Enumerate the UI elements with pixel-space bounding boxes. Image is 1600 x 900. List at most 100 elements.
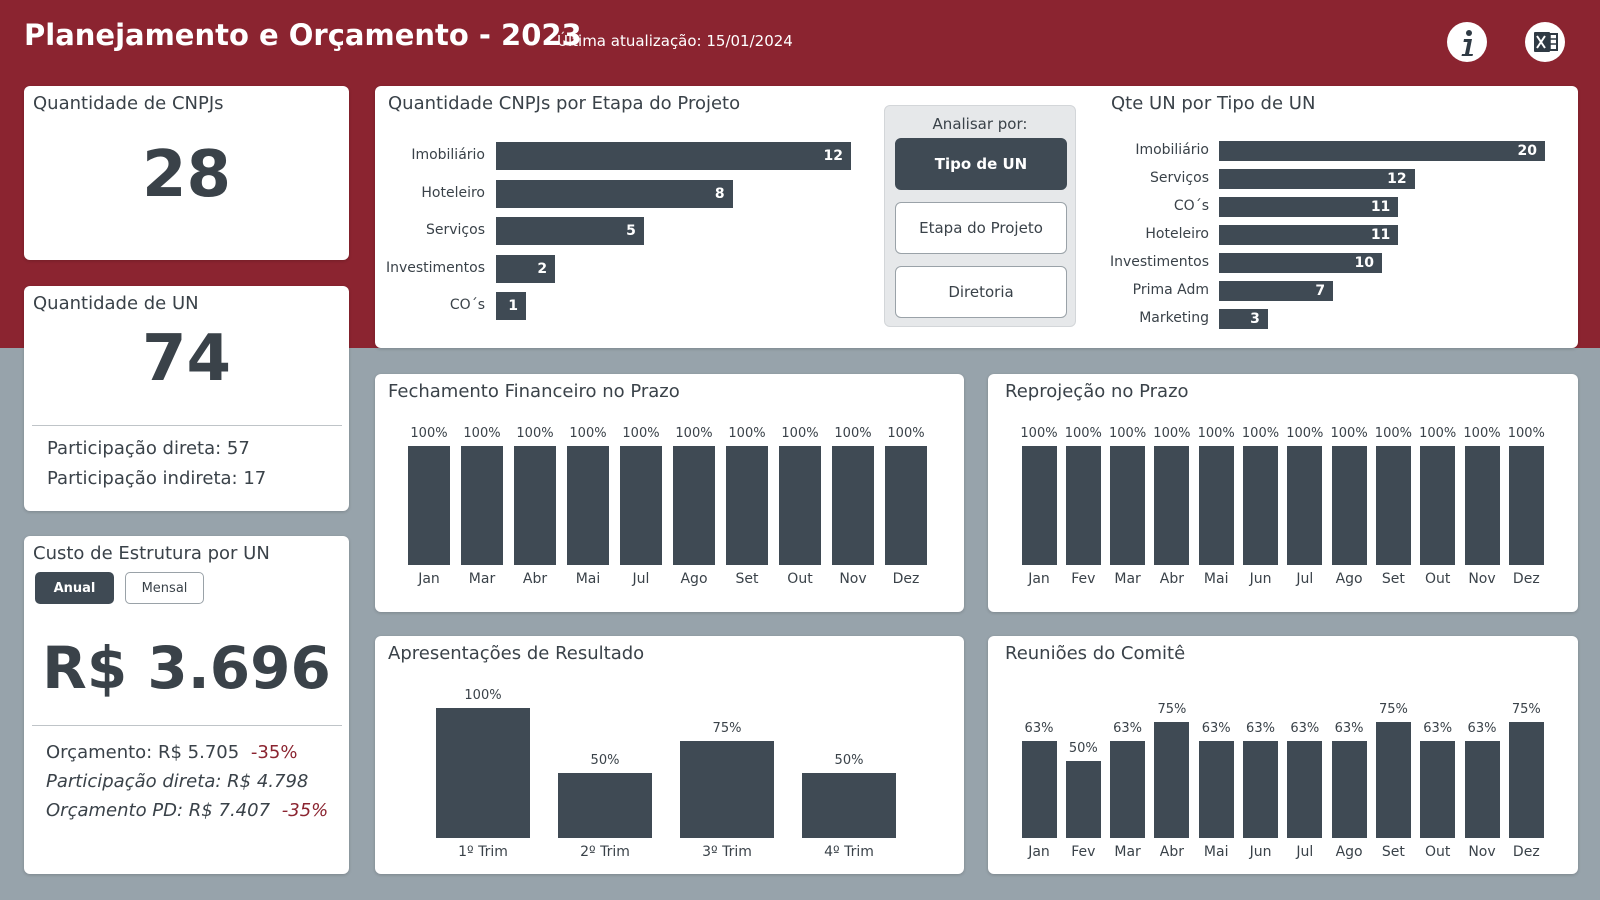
tick-label: Dez	[1512, 571, 1540, 587]
bar	[1198, 740, 1234, 838]
bar: 5	[496, 217, 644, 245]
bar-label: Serviços	[426, 222, 485, 238]
bar-value: 100%	[516, 426, 554, 441]
budget-line: Orçamento: R$ 5.705 -35%	[46, 742, 297, 763]
bar-value: 50%	[834, 753, 864, 768]
chart-reprojecao-title: Reprojeção no Prazo	[1005, 381, 1189, 402]
cnpjs-value: 28	[141, 138, 232, 212]
bar-value: 75%	[1511, 702, 1541, 717]
bar	[1464, 446, 1500, 565]
bar-value: 75%	[712, 720, 742, 736]
fechamento-card: Fechamento Financeiro no Prazo 100% Jan 10…	[375, 374, 964, 612]
info-icon[interactable]	[1447, 22, 1487, 62]
bar-value: 100%	[622, 426, 660, 441]
bar-value: 100%	[834, 426, 872, 441]
bar-label: CO´s	[1173, 198, 1209, 214]
tick-label: Mar	[1114, 571, 1141, 587]
pd-line: Orçamento PD: R$ 7.407 -35%	[46, 800, 328, 821]
bar-value: 100%	[781, 426, 819, 441]
bar	[558, 773, 652, 838]
tick-label: Jul	[1296, 571, 1314, 587]
bar-value: 100%	[1286, 426, 1324, 441]
bar-value: 63%	[1290, 720, 1320, 736]
reprojecao-card: Reprojeção no Prazo 100% Jan 100% Fev 100% Ma…	[988, 374, 1578, 612]
bar-value: 63%	[1201, 720, 1231, 736]
custo-value: R$ 3.696	[42, 634, 331, 702]
bar-value: 100%	[1330, 426, 1368, 441]
bar-label: Investimentos	[1109, 254, 1209, 270]
bar-value: 11	[1370, 227, 1391, 243]
un-indirect: Participação indireta: 17	[47, 468, 267, 489]
bar	[1198, 446, 1234, 565]
bar-label: Imobiliário	[1135, 142, 1209, 158]
bar-value: 20	[1517, 143, 1537, 159]
bar-value: 63%	[1467, 720, 1497, 736]
tick-label: Ago	[1335, 571, 1363, 587]
tick-label: Out	[1424, 571, 1451, 587]
bar: 7	[1219, 281, 1334, 301]
bar	[832, 446, 874, 565]
excel-icon[interactable]	[1525, 22, 1565, 62]
bar	[567, 446, 609, 565]
toggle-anual[interactable]: Anual	[35, 572, 114, 604]
bar-value: 100%	[728, 426, 766, 441]
page-title: Planejamento e Orçamento - 2023	[24, 18, 582, 52]
chart-reunioes-title: Reuniões do Comitê	[1005, 643, 1186, 664]
option-etapa-projeto[interactable]: Etapa do Projeto	[895, 202, 1067, 254]
tick-label: Jan	[418, 571, 440, 587]
apresentacoes-card: Apresentações de Resultado 100% 1º Trim 50…	[375, 636, 964, 874]
tick-label: Mai	[575, 571, 601, 587]
tick-label: Ago	[1335, 844, 1363, 860]
bar	[1508, 446, 1544, 565]
bar-value: 63%	[1423, 720, 1453, 736]
direct-cost-line: Participação direta: R$ 4.798	[46, 771, 309, 792]
tick-label: Jun	[1249, 571, 1272, 587]
tick-label: Nov	[839, 571, 867, 587]
bar	[1331, 446, 1367, 565]
bar	[1154, 446, 1190, 565]
tick-label: Mar	[1114, 844, 1141, 860]
chart-fechamento-title: Fechamento Financeiro no Prazo	[388, 381, 680, 402]
bar-value: 8	[714, 185, 725, 202]
bar	[1110, 740, 1146, 838]
option-tipo-un[interactable]: Tipo de UN	[895, 138, 1067, 190]
bar	[1287, 740, 1323, 838]
bar-label: Serviços	[1150, 170, 1209, 186]
bar-value: 1	[508, 298, 518, 314]
tick-label: Nov	[1468, 571, 1496, 587]
pd-variance: -35%	[281, 800, 329, 821]
pd-label: Orçamento PD: R$ 7.407	[46, 800, 271, 821]
bar-value: 100%	[1109, 426, 1147, 441]
bar	[1420, 446, 1456, 565]
bar-value: 63%	[1334, 720, 1364, 736]
bar-label: Hoteleiro	[421, 184, 485, 201]
bar	[1243, 740, 1278, 838]
bar-label: Investimentos	[385, 259, 485, 276]
bar-value: 100%	[463, 426, 501, 441]
tick-label: Abr	[522, 571, 548, 587]
bar	[1065, 760, 1101, 838]
bar	[1508, 722, 1544, 838]
bar-value: 100%	[464, 688, 502, 703]
bar	[1243, 446, 1278, 565]
bar-value: 12	[1387, 171, 1407, 187]
tick-label: Jun	[1249, 844, 1272, 860]
reunioes-card: Reuniões do Comitê 63% Jan 50% Fev 63% Mar 75%…	[988, 636, 1578, 874]
tick-label: Set	[735, 571, 759, 587]
bar	[1154, 722, 1190, 838]
bar-label: Imobiliário	[411, 147, 485, 163]
bar	[408, 446, 450, 565]
bar: 20	[1219, 141, 1545, 161]
toggle-mensal[interactable]: Mensal	[125, 572, 204, 604]
bar	[1287, 446, 1323, 565]
un-value: 74	[141, 322, 232, 396]
bar-value: 100%	[1374, 426, 1412, 441]
divider	[32, 725, 342, 726]
bar: 8	[496, 179, 733, 208]
tick-label: Out	[787, 571, 813, 587]
bar	[1375, 722, 1411, 838]
custo-title: Custo de Estrutura por UN	[33, 543, 270, 564]
bar	[461, 446, 503, 565]
option-diretoria[interactable]: Diretoria	[895, 266, 1067, 318]
bar-label: CO´s	[449, 297, 485, 313]
